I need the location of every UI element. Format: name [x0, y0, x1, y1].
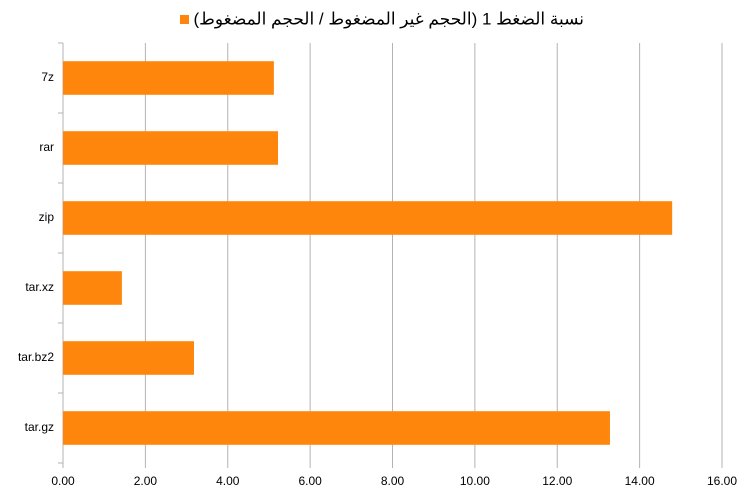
x-tick-label: 16.00 [707, 474, 737, 488]
legend-text: نسبة الضغط 1 (الحجم غير المضغوط / الحجم … [193, 9, 584, 29]
y-tick-label: rar [39, 140, 54, 154]
y-tick-label: tar.bz2 [18, 350, 54, 364]
bar [63, 341, 194, 375]
x-tick-label: 14.00 [625, 474, 655, 488]
x-tick-label: 2.00 [134, 474, 158, 488]
x-tick-label: 10.00 [460, 474, 490, 488]
x-tick-label: 12.00 [542, 474, 572, 488]
y-tick-label: tar.gz [25, 420, 54, 434]
y-tick-label: zip [39, 210, 55, 224]
y-tick-label: 7z [41, 70, 54, 84]
bar [63, 201, 673, 235]
legend-swatch [180, 15, 189, 24]
bar [63, 271, 122, 305]
y-tick-label: tar.xz [25, 280, 54, 294]
x-tick-label: 6.00 [298, 474, 322, 488]
x-tick-label: 4.00 [216, 474, 240, 488]
x-tick-label: 8.00 [381, 474, 405, 488]
bar [63, 131, 278, 165]
x-tick-label: 0.00 [51, 474, 75, 488]
bar [63, 61, 274, 95]
bar [63, 411, 610, 445]
